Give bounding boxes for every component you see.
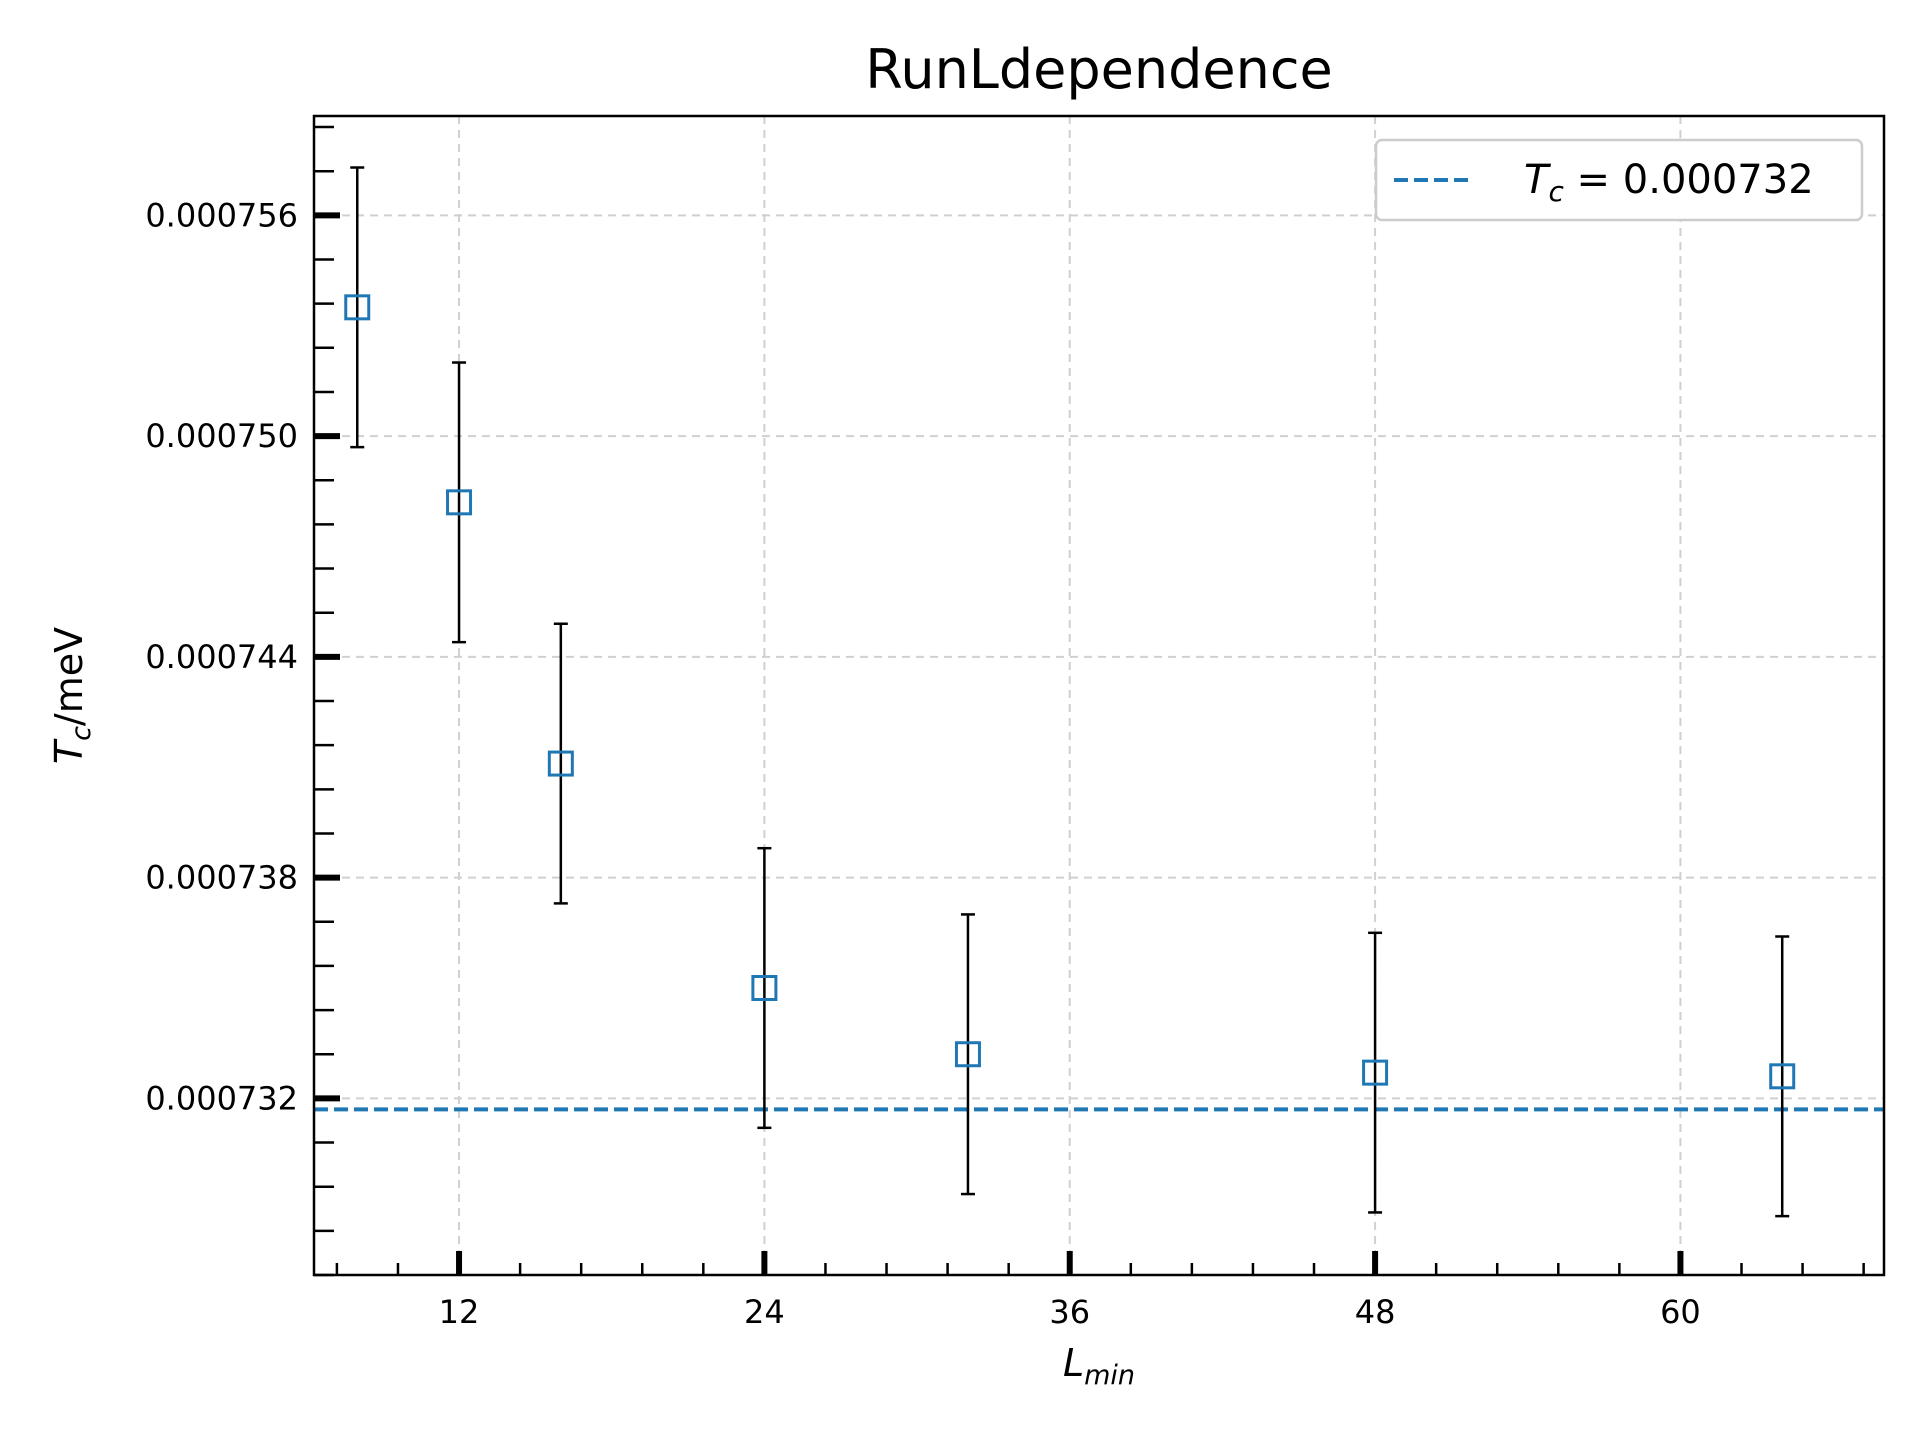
plot-frame bbox=[312, 114, 1886, 1277]
data-point-4 bbox=[954, 1041, 981, 1068]
y-axis-label-sub: c bbox=[66, 726, 97, 741]
x-axis-label-sub: min bbox=[1084, 1360, 1135, 1391]
y-axis-label-suffix: /meV bbox=[47, 627, 91, 726]
y-tick-label-0: 0.000732 bbox=[145, 1079, 298, 1117]
y-tick-label-4: 0.000756 bbox=[145, 196, 298, 234]
data-point-1 bbox=[446, 489, 473, 516]
y-axis-label-main: T bbox=[47, 738, 91, 764]
legend: Tc = 0.000732 bbox=[1374, 138, 1864, 222]
grid-lines bbox=[314, 116, 1884, 1275]
axis-ticks: 12 24 36 48 60 0.000732 0.000738 0.000744 0.0007… bbox=[145, 125, 1865, 1331]
y-axis-label: Tc/meV bbox=[47, 627, 97, 764]
x-tick-label-3: 48 bbox=[1355, 1293, 1396, 1331]
legend-label-sub: c bbox=[1548, 175, 1564, 208]
data-point-0 bbox=[344, 294, 371, 321]
data-points bbox=[344, 294, 1796, 1090]
legend-label-symbol: T bbox=[1524, 157, 1552, 203]
x-tick-label-2: 36 bbox=[1049, 1293, 1090, 1331]
data-point-5 bbox=[1362, 1059, 1389, 1086]
chart-title: RunLdependence bbox=[865, 38, 1333, 101]
x-tick-label-0: 12 bbox=[439, 1293, 480, 1331]
legend-label: Tc = 0.000732 bbox=[1524, 157, 1814, 208]
data-point-6 bbox=[1769, 1063, 1796, 1090]
legend-label-value: = 0.000732 bbox=[1564, 157, 1814, 203]
x-axis-label-main: L bbox=[1063, 1341, 1084, 1385]
x-tick-label-1: 24 bbox=[744, 1293, 785, 1331]
y-tick-label-2: 0.000744 bbox=[145, 638, 298, 676]
y-tick-label-3: 0.000750 bbox=[145, 417, 298, 455]
x-tick-label-4: 60 bbox=[1660, 1293, 1701, 1331]
y-tick-label-1: 0.000738 bbox=[145, 859, 298, 897]
data-point-3 bbox=[751, 975, 778, 1002]
data-point-2 bbox=[547, 750, 574, 777]
legend-box bbox=[1374, 138, 1864, 222]
x-axis-label: Lmin bbox=[1063, 1341, 1135, 1391]
error-bars bbox=[350, 166, 1790, 1218]
